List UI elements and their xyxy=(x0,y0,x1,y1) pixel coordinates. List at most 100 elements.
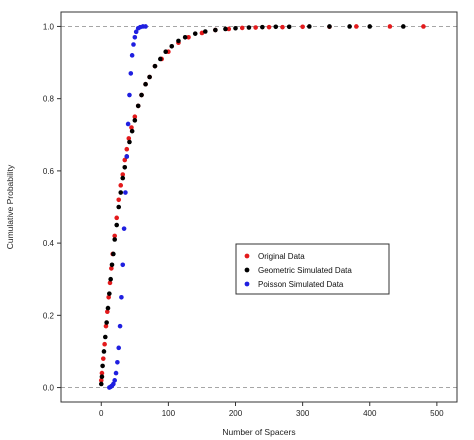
original-data-point xyxy=(105,309,110,315)
original-data-point xyxy=(387,24,393,29)
geometric-data-point xyxy=(158,56,163,62)
geometric-data-point xyxy=(116,204,122,210)
poisson-data-point xyxy=(133,29,139,35)
x-tick-label: 0 xyxy=(99,409,104,418)
geometric-data-point xyxy=(273,24,279,30)
original-data-point xyxy=(124,146,130,152)
original-data-point xyxy=(266,24,272,30)
original-data-point xyxy=(100,356,106,361)
original-data-point xyxy=(253,25,258,30)
geometric-data-point xyxy=(127,139,132,145)
geometric-data-point xyxy=(111,251,116,257)
geometric-data-point xyxy=(102,334,108,340)
poisson-data-point xyxy=(112,378,117,383)
poisson-data-point xyxy=(111,381,116,387)
geometric-data-point xyxy=(367,24,373,29)
geometric-data-point xyxy=(233,25,238,31)
geometric-data-point xyxy=(135,103,141,109)
geometric-data-point xyxy=(129,128,135,134)
poisson-data-point xyxy=(117,323,123,329)
poisson-data-point xyxy=(115,359,120,365)
geometric-data-point xyxy=(139,92,144,98)
x-tick-label: 300 xyxy=(296,409,310,418)
poisson-data-point xyxy=(132,34,138,40)
poisson-data-point xyxy=(128,71,134,76)
legend: Original Data Geometric Simulated Data P… xyxy=(235,243,390,295)
geometric-data-point xyxy=(109,262,115,268)
geometric-data-point xyxy=(260,24,265,30)
original-data-point xyxy=(112,233,117,239)
poisson-data-point xyxy=(131,42,136,47)
original-data-point xyxy=(132,114,138,120)
poisson-data-point xyxy=(143,24,148,29)
original-data-point xyxy=(116,197,122,203)
poisson-data-point xyxy=(116,345,122,351)
geometric-data-point xyxy=(112,237,117,242)
geometric-data-point xyxy=(192,31,198,36)
geometric-data-point xyxy=(114,222,120,228)
original-data-point xyxy=(120,172,126,177)
geometric-data-point xyxy=(169,44,175,49)
geometric-data-point xyxy=(132,118,138,123)
geometric-data-point xyxy=(347,24,352,29)
poisson-data-point xyxy=(121,226,127,231)
geometric-data-point xyxy=(122,164,128,170)
geometric-data-point xyxy=(182,34,188,40)
y-tick-label: 0.6 xyxy=(43,167,55,176)
geometric-data-point xyxy=(246,25,252,30)
geometric-data-point xyxy=(286,24,292,30)
legend-box xyxy=(235,243,390,295)
geometric-data-point xyxy=(99,374,105,380)
geometric-data-point xyxy=(307,24,312,29)
original-data-point xyxy=(98,378,104,383)
x-axis-title: Number of Spacers xyxy=(222,427,295,437)
original-data-point xyxy=(106,294,111,300)
y-tick-label: 0.2 xyxy=(43,311,55,320)
original-data-point xyxy=(109,266,114,271)
original-data-point xyxy=(126,136,132,141)
x-tick-label: 100 xyxy=(162,409,176,418)
geometric-data-point xyxy=(152,63,158,69)
legend-marker-geometric xyxy=(244,267,250,273)
poisson-data-point xyxy=(120,262,126,268)
y-tick-label: 0.0 xyxy=(43,384,55,393)
original-data-point xyxy=(114,215,120,221)
original-data-point xyxy=(122,157,128,163)
geometric-data-point xyxy=(401,24,406,29)
poisson-data-point xyxy=(113,370,119,376)
legend-marker-original xyxy=(244,253,250,259)
geometric-data-point xyxy=(101,349,107,354)
poisson-data-point xyxy=(127,92,132,98)
geometric-data-point xyxy=(223,26,228,32)
poisson-data-point xyxy=(129,53,135,58)
geometric-data-point xyxy=(107,291,112,296)
geometric-data-point xyxy=(108,276,113,282)
poisson-data-point xyxy=(125,121,131,127)
geometric-data-point xyxy=(120,175,126,181)
geometric-data-point xyxy=(118,190,124,195)
poisson-data-point xyxy=(124,154,130,159)
x-tick-label: 400 xyxy=(363,409,377,418)
original-data-point xyxy=(186,34,191,40)
original-data-point xyxy=(354,24,359,29)
legend-label-poisson: Poisson Simulated Data xyxy=(258,280,344,289)
poisson-data-point xyxy=(119,294,124,300)
poisson-data-point xyxy=(123,190,128,195)
original-data-point xyxy=(107,280,113,286)
original-data-point xyxy=(99,370,105,376)
y-tick-label: 0.4 xyxy=(43,239,55,248)
geometric-data-point xyxy=(98,381,104,387)
legend-marker-poisson xyxy=(244,281,250,287)
geometric-data-point xyxy=(203,29,208,34)
geometric-data-point xyxy=(176,38,181,44)
original-data-point xyxy=(300,24,305,30)
original-data-point xyxy=(102,341,107,347)
original-data-point xyxy=(239,25,245,31)
x-tick-label: 200 xyxy=(229,409,243,418)
y-tick-label: 1.0 xyxy=(43,22,55,31)
legend-label-original: Original Data xyxy=(258,252,305,261)
y-tick-label: 0.8 xyxy=(43,95,55,104)
original-data-point xyxy=(226,26,232,32)
